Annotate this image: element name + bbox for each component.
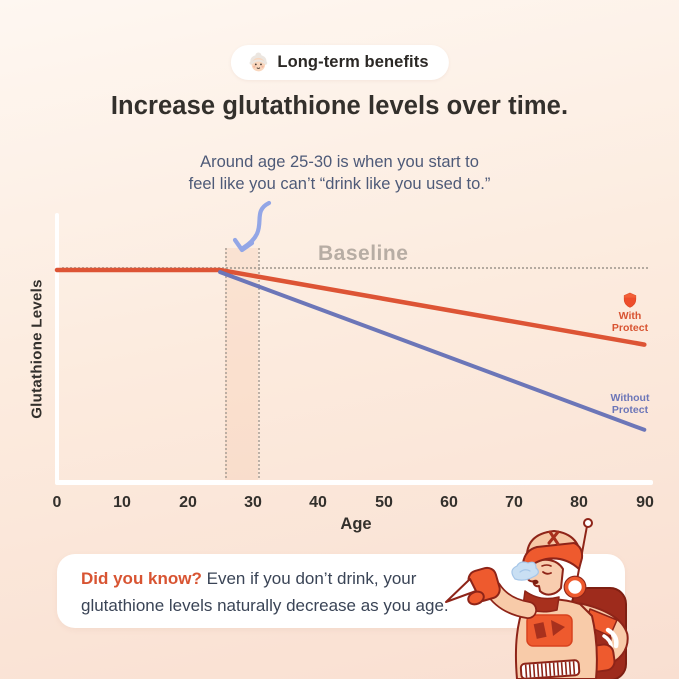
legend-without-protect: Without Protect bbox=[610, 392, 650, 417]
x-tick-90: 90 bbox=[636, 494, 654, 511]
age-30-dotted-line bbox=[258, 248, 260, 482]
age-25-dotted-line bbox=[225, 248, 227, 482]
x-tick-80: 80 bbox=[570, 494, 588, 511]
shield-icon bbox=[623, 292, 637, 308]
annotation-line-2: feel like you can’t “drink like you used… bbox=[188, 175, 491, 194]
baseline-label: Baseline bbox=[318, 242, 409, 265]
did-you-know-line-1: Even if you don’t drink, your bbox=[201, 569, 417, 588]
annotation-arrow-icon bbox=[232, 200, 272, 253]
did-you-know-highlight: Did you know? bbox=[81, 569, 202, 588]
x-tick-50: 50 bbox=[375, 494, 393, 511]
annotation-line-1: Around age 25-30 is when you start to bbox=[200, 153, 479, 171]
x-tick-20: 20 bbox=[179, 494, 197, 511]
without-protect-line bbox=[218, 270, 647, 432]
x-axis bbox=[55, 480, 653, 485]
benefits-badge: Long-term benefits bbox=[230, 45, 449, 80]
age-25-30-highlight-band bbox=[225, 248, 258, 482]
x-tick-70: 70 bbox=[505, 494, 523, 511]
did-you-know-card: Did you know? Even if you don’t drink, y… bbox=[57, 554, 625, 628]
baseline-dotted-line bbox=[57, 267, 648, 269]
did-you-know-line-2: glutathione levels naturally decrease as… bbox=[81, 595, 449, 615]
y-axis bbox=[55, 213, 59, 483]
badge-label: Long-term benefits bbox=[277, 53, 429, 71]
y-axis-label: Glutathione Levels bbox=[28, 279, 46, 419]
older-woman-emoji-icon bbox=[249, 52, 267, 72]
x-tick-60: 60 bbox=[440, 494, 458, 511]
did-you-know-text: Did you know? Even if you don’t drink, y… bbox=[57, 554, 625, 620]
x-tick-30: 30 bbox=[244, 494, 262, 511]
x-tick-40: 40 bbox=[309, 494, 327, 511]
page-title: Increase glutathione levels over time. bbox=[110, 92, 569, 120]
x-axis-label: Age bbox=[340, 515, 372, 533]
with-protect-line bbox=[54, 267, 647, 347]
chart-annotation: Around age 25-30 is when you start to fe… bbox=[0, 151, 679, 195]
x-tick-10: 10 bbox=[113, 494, 131, 511]
legend-with-protect: With Protect bbox=[611, 310, 649, 335]
x-tick-0: 0 bbox=[52, 494, 62, 511]
